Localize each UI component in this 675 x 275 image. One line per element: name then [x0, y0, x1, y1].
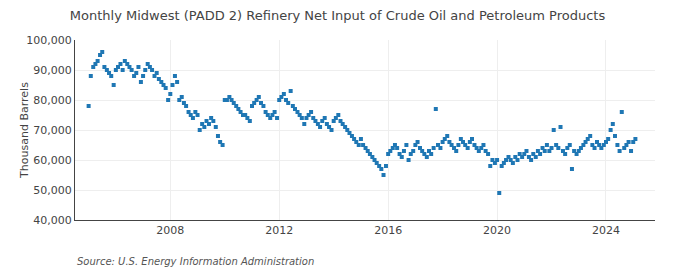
svg-text:50,000: 50,000	[33, 184, 72, 197]
svg-text:Thousand Barrels: Thousand Barrels	[18, 82, 31, 179]
svg-text:2020: 2020	[483, 224, 511, 237]
svg-text:100,000: 100,000	[26, 34, 72, 47]
svg-text:Source: U.S. Energy Informatio: Source: U.S. Energy Information Administ…	[77, 256, 314, 267]
svg-text:80,000: 80,000	[33, 94, 72, 107]
svg-text:90,000: 90,000	[33, 64, 72, 77]
svg-text:40,000: 40,000	[33, 214, 72, 227]
svg-text:Monthly Midwest (PADD 2) Refin: Monthly Midwest (PADD 2) Refinery Net In…	[70, 8, 606, 23]
svg-text:70,000: 70,000	[33, 124, 72, 137]
svg-text:2008: 2008	[156, 224, 184, 237]
svg-text:2024: 2024	[592, 224, 620, 237]
svg-text:60,000: 60,000	[33, 154, 72, 167]
svg-text:2012: 2012	[265, 224, 293, 237]
svg-text:2016: 2016	[374, 224, 402, 237]
